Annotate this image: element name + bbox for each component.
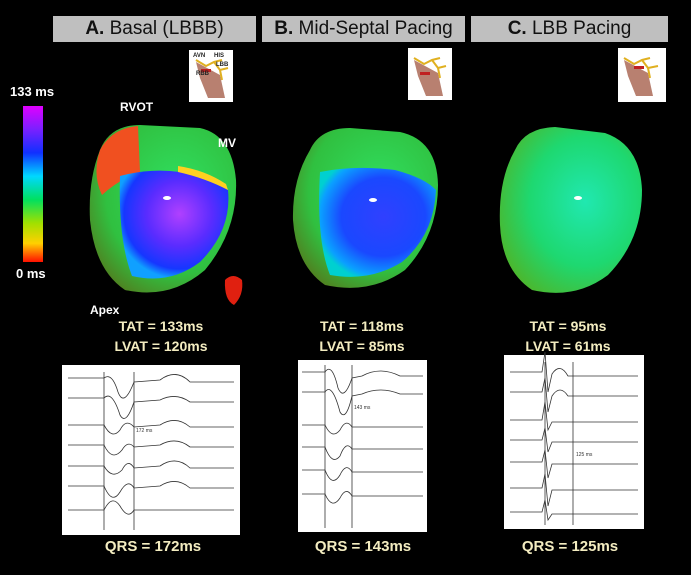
ecg-traces-b [302,365,423,528]
heart-map-c [499,127,642,293]
heart-map-a [89,125,243,305]
panel-title-a: A. Basal (LBBB) [53,16,256,42]
ecg-traces-c [510,351,638,525]
avn-label: AVN [193,53,206,59]
lvat-c: LVAT = 61ms [525,338,611,354]
mv-label: MV [218,136,236,150]
tat-a: TAT = 133ms [118,318,204,334]
qrs-c: QRS = 125ms [521,538,619,555]
conduction-inset-a [189,50,233,102]
conduction-inset-c [618,48,666,102]
panel-title-b: B. Mid-Septal Pacing [262,16,465,42]
heart-map-b [292,128,438,288]
panel-letter-a: A. [85,18,105,39]
ecg-annotation-b: 143 ms [354,405,371,411]
rvot-label: RVOT [120,100,154,114]
apex-label: Apex [90,303,120,317]
qrs-a: QRS = 172ms [104,538,202,555]
mini-heart-icon [224,276,243,305]
panel-title-a-text: Basal (LBBB) [109,18,224,39]
rbb-label: RBB [196,71,209,77]
ecg-annotation-a: 172 ms [136,428,153,434]
panel-title-c-text: LBB Pacing [531,18,632,39]
conduction-inset-b [408,48,452,100]
tat-b: TAT = 118ms [320,318,404,334]
colorbar-min-label: 0 ms [16,266,46,281]
colorbar-max-label: 133 ms [10,84,55,99]
lvat-a: LVAT = 120ms [114,338,208,354]
colorbar [23,106,43,262]
panel-title-c: C. LBB Pacing [471,16,668,42]
panel-title-b-text: Mid-Septal Pacing [298,18,453,39]
ecg-traces-a [68,372,234,530]
ecg-annotation-c: 125 ms [576,452,593,458]
ecg-box-a [62,365,240,535]
panel-letter-b: B. [274,18,294,39]
tat-c: TAT = 95ms [529,318,607,334]
lvat-b: LVAT = 85ms [319,338,405,354]
lbb-label: LBB [216,62,229,68]
panel-letter-c: C. [507,18,527,39]
qrs-b: QRS = 143ms [314,538,412,555]
his-label: HIS [214,53,225,59]
ecg-box-b [298,360,427,532]
